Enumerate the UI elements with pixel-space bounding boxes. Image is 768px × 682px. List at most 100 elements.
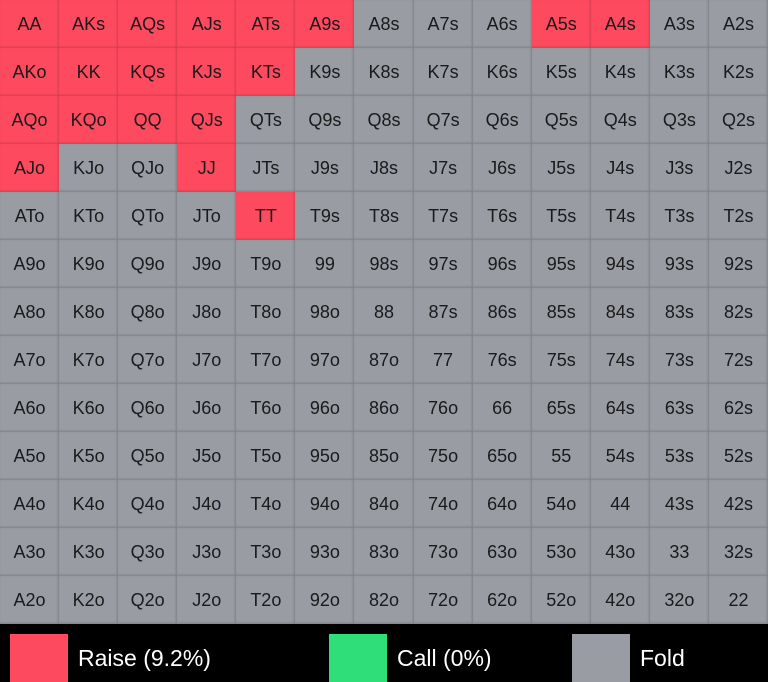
hand-cell-52s[interactable]: 52s xyxy=(708,432,768,480)
hand-cell-Q5o[interactable]: Q5o xyxy=(118,432,178,480)
hand-cell-Q3o[interactable]: Q3o xyxy=(118,528,178,576)
hand-cell-JJ[interactable]: JJ xyxy=(177,144,237,192)
hand-cell-AKs[interactable]: AKs xyxy=(59,0,119,48)
hand-cell-KQs[interactable]: KQs xyxy=(118,48,178,96)
hand-cell-ATs[interactable]: ATs xyxy=(236,0,296,48)
hand-cell-Q6s[interactable]: Q6s xyxy=(472,96,532,144)
hand-cell-82o[interactable]: 82o xyxy=(354,576,414,624)
hand-cell-96s[interactable]: 96s xyxy=(472,240,532,288)
hand-cell-J7s[interactable]: J7s xyxy=(413,144,473,192)
hand-cell-J5o[interactable]: J5o xyxy=(177,432,237,480)
hand-cell-42s[interactable]: 42s xyxy=(708,480,768,528)
hand-cell-T6s[interactable]: T6s xyxy=(472,192,532,240)
hand-cell-86o[interactable]: 86o xyxy=(354,384,414,432)
hand-cell-KTo[interactable]: KTo xyxy=(59,192,119,240)
hand-cell-A9o[interactable]: A9o xyxy=(0,240,60,288)
hand-cell-T8s[interactable]: T8s xyxy=(354,192,414,240)
hand-cell-A8s[interactable]: A8s xyxy=(354,0,414,48)
hand-cell-65o[interactable]: 65o xyxy=(472,432,532,480)
hand-cell-62o[interactable]: 62o xyxy=(472,576,532,624)
hand-cell-62s[interactable]: 62s xyxy=(708,384,768,432)
hand-cell-75s[interactable]: 75s xyxy=(531,336,591,384)
hand-cell-K7o[interactable]: K7o xyxy=(59,336,119,384)
hand-cell-52o[interactable]: 52o xyxy=(531,576,591,624)
hand-cell-32s[interactable]: 32s xyxy=(708,528,768,576)
hand-cell-J4o[interactable]: J4o xyxy=(177,480,237,528)
hand-cell-Q2s[interactable]: Q2s xyxy=(708,96,768,144)
hand-cell-K9s[interactable]: K9s xyxy=(295,48,355,96)
hand-cell-TT[interactable]: TT xyxy=(236,192,296,240)
hand-cell-92o[interactable]: 92o xyxy=(295,576,355,624)
hand-cell-J3o[interactable]: J3o xyxy=(177,528,237,576)
hand-cell-74o[interactable]: 74o xyxy=(413,480,473,528)
hand-cell-Q7o[interactable]: Q7o xyxy=(118,336,178,384)
hand-cell-J2s[interactable]: J2s xyxy=(708,144,768,192)
hand-cell-QTo[interactable]: QTo xyxy=(118,192,178,240)
hand-cell-76s[interactable]: 76s xyxy=(472,336,532,384)
hand-cell-T8o[interactable]: T8o xyxy=(236,288,296,336)
hand-cell-93s[interactable]: 93s xyxy=(649,240,709,288)
hand-cell-K8o[interactable]: K8o xyxy=(59,288,119,336)
hand-cell-A5o[interactable]: A5o xyxy=(0,432,60,480)
hand-cell-86s[interactable]: 86s xyxy=(472,288,532,336)
hand-cell-T6o[interactable]: T6o xyxy=(236,384,296,432)
hand-cell-AKo[interactable]: AKo xyxy=(0,48,60,96)
hand-cell-JTs[interactable]: JTs xyxy=(236,144,296,192)
hand-cell-KTs[interactable]: KTs xyxy=(236,48,296,96)
hand-cell-J2o[interactable]: J2o xyxy=(177,576,237,624)
hand-cell-K7s[interactable]: K7s xyxy=(413,48,473,96)
hand-cell-A7s[interactable]: A7s xyxy=(413,0,473,48)
hand-cell-A5s[interactable]: A5s xyxy=(531,0,591,48)
hand-cell-43o[interactable]: 43o xyxy=(590,528,650,576)
hand-cell-A4o[interactable]: A4o xyxy=(0,480,60,528)
hand-cell-K3o[interactable]: K3o xyxy=(59,528,119,576)
hand-cell-53o[interactable]: 53o xyxy=(531,528,591,576)
hand-cell-97o[interactable]: 97o xyxy=(295,336,355,384)
hand-cell-87o[interactable]: 87o xyxy=(354,336,414,384)
hand-cell-AJo[interactable]: AJo xyxy=(0,144,60,192)
hand-cell-Q8s[interactable]: Q8s xyxy=(354,96,414,144)
hand-cell-65s[interactable]: 65s xyxy=(531,384,591,432)
hand-cell-95s[interactable]: 95s xyxy=(531,240,591,288)
hand-cell-94o[interactable]: 94o xyxy=(295,480,355,528)
hand-cell-63o[interactable]: 63o xyxy=(472,528,532,576)
hand-cell-KQo[interactable]: KQo xyxy=(59,96,119,144)
hand-cell-J3s[interactable]: J3s xyxy=(649,144,709,192)
hand-cell-A2s[interactable]: A2s xyxy=(708,0,768,48)
hand-cell-K4s[interactable]: K4s xyxy=(590,48,650,96)
hand-cell-Q7s[interactable]: Q7s xyxy=(413,96,473,144)
hand-cell-J4s[interactable]: J4s xyxy=(590,144,650,192)
hand-cell-AJs[interactable]: AJs xyxy=(177,0,237,48)
hand-cell-J5s[interactable]: J5s xyxy=(531,144,591,192)
hand-cell-A6s[interactable]: A6s xyxy=(472,0,532,48)
hand-cell-T4o[interactable]: T4o xyxy=(236,480,296,528)
hand-cell-J8o[interactable]: J8o xyxy=(177,288,237,336)
hand-cell-64s[interactable]: 64s xyxy=(590,384,650,432)
hand-cell-54s[interactable]: 54s xyxy=(590,432,650,480)
hand-cell-J6o[interactable]: J6o xyxy=(177,384,237,432)
hand-cell-A8o[interactable]: A8o xyxy=(0,288,60,336)
hand-cell-JTo[interactable]: JTo xyxy=(177,192,237,240)
hand-cell-53s[interactable]: 53s xyxy=(649,432,709,480)
hand-cell-93o[interactable]: 93o xyxy=(295,528,355,576)
hand-cell-Q4o[interactable]: Q4o xyxy=(118,480,178,528)
hand-cell-QTs[interactable]: QTs xyxy=(236,96,296,144)
hand-cell-K2o[interactable]: K2o xyxy=(59,576,119,624)
hand-cell-J9s[interactable]: J9s xyxy=(295,144,355,192)
hand-cell-T7o[interactable]: T7o xyxy=(236,336,296,384)
hand-cell-73o[interactable]: 73o xyxy=(413,528,473,576)
hand-cell-T3o[interactable]: T3o xyxy=(236,528,296,576)
hand-cell-64o[interactable]: 64o xyxy=(472,480,532,528)
hand-cell-T2o[interactable]: T2o xyxy=(236,576,296,624)
hand-cell-42o[interactable]: 42o xyxy=(590,576,650,624)
hand-cell-Q6o[interactable]: Q6o xyxy=(118,384,178,432)
hand-cell-A4s[interactable]: A4s xyxy=(590,0,650,48)
hand-cell-T2s[interactable]: T2s xyxy=(708,192,768,240)
hand-cell-83o[interactable]: 83o xyxy=(354,528,414,576)
hand-cell-22[interactable]: 22 xyxy=(708,576,768,624)
hand-cell-83s[interactable]: 83s xyxy=(649,288,709,336)
hand-cell-88[interactable]: 88 xyxy=(354,288,414,336)
hand-cell-J6s[interactable]: J6s xyxy=(472,144,532,192)
hand-cell-T7s[interactable]: T7s xyxy=(413,192,473,240)
hand-cell-63s[interactable]: 63s xyxy=(649,384,709,432)
